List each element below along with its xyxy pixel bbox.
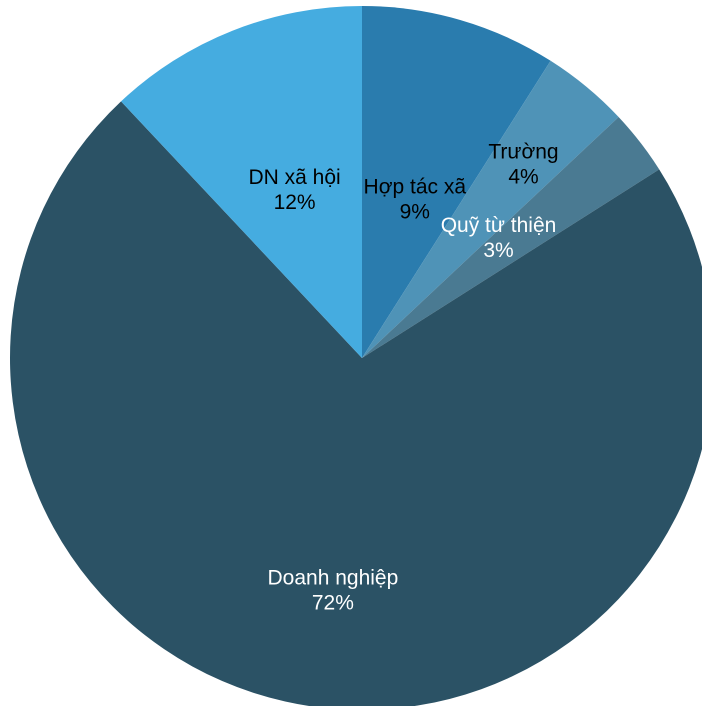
slice-value-label: 9% — [400, 201, 430, 224]
slice-category-label: Quỹ từ thiện — [441, 214, 557, 237]
slice-value-label: 3% — [483, 239, 513, 262]
pie-slice-dn-xa-hoi — [121, 6, 362, 358]
slice-value-label: 72% — [312, 592, 354, 615]
slice-category-label: Trường — [488, 141, 558, 164]
pie-slice-quy-tu-thien — [362, 117, 660, 358]
slice-value-label: 12% — [274, 191, 316, 214]
pie-slice-truong — [362, 60, 619, 359]
slice-category-label: DN xã hội — [248, 166, 340, 189]
pie-slice-doanh-nghiep — [10, 101, 702, 706]
slice-label-hop-tac-xa: Hợp tác xã9% — [364, 176, 467, 224]
slice-category-label: Doanh nghiệp — [268, 567, 399, 590]
pie-slice-hop-tac-xa — [362, 6, 551, 358]
slice-value-label: 4% — [508, 166, 538, 189]
slice-category-label: Hợp tác xã — [364, 176, 467, 199]
